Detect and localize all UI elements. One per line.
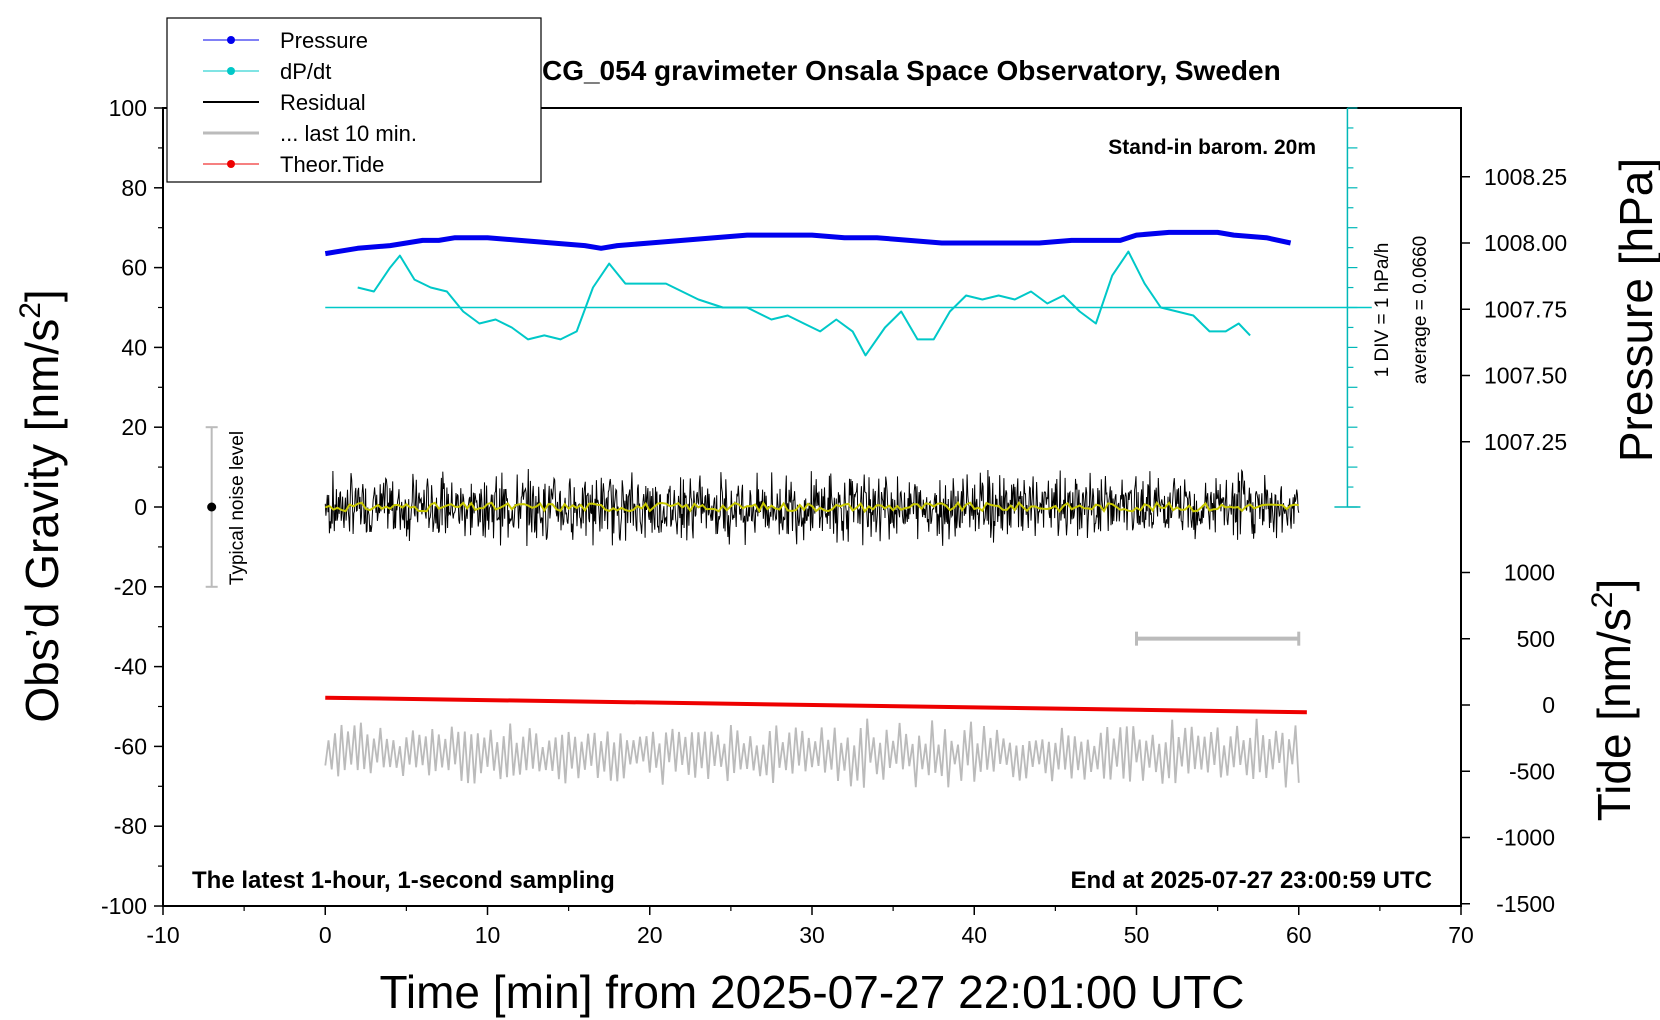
tide-tick-label: 1000 [1504,560,1555,586]
y-tick-label: 60 [121,255,147,281]
barometer-annotation: Stand-in barom. 20m [1108,136,1316,159]
x-tick-label: 60 [1286,922,1312,948]
tide-tick-label: -500 [1509,758,1555,784]
y-axis-label-left-sup: 2 [14,302,47,319]
tide-tick-label: -1500 [1496,891,1555,917]
x-tick-label: 70 [1448,922,1474,948]
legend-box [166,17,542,183]
y-tick-label: 40 [121,334,147,360]
noise-level-annotation: Typical noise level [227,431,248,585]
legend-swatch-dot [227,160,235,168]
div-scale-annotation: 1 DIV = 1 hPa/h [1372,243,1393,378]
tide-tick-label: 0 [1542,692,1555,718]
legend-swatch-dot [227,67,235,75]
legend-entry-label: dP/dt [280,59,331,84]
y-axis-left: 100 80 60 40 20 0 -20 -40 -60 -80 -100 [101,95,163,919]
y-tick-label: -40 [114,654,147,680]
average-annotation: average = 0.0660 [1410,236,1431,384]
x-tick-label: 10 [475,922,501,948]
y-tick-label: 80 [121,175,147,201]
bottom-right-annotation: End at 2025-07-27 23:00:59 UTC [1071,867,1433,894]
y-axis-label-pressure: Pressure [hPa] [1610,158,1660,462]
pressure-line [324,229,1292,257]
y-tick-label: 20 [121,414,147,440]
pressure-tick-label: 1007.25 [1484,429,1567,455]
bottom-left-annotation: The latest 1-hour, 1-second sampling [192,867,615,894]
y-tick-label: -100 [101,893,147,919]
tide-tick-label: 500 [1517,626,1555,652]
last-10-min-line [324,718,1300,788]
y-axis-label-tide-close: ] [1588,579,1640,592]
residual-line [324,468,1300,547]
plot-marks [205,229,1372,788]
y-axis-label-tide: Tide [nm/s2] [1586,579,1640,822]
legend-entry-label: ... last 10 min. [280,121,417,146]
dpdt-line [357,250,1251,357]
y-tick-label: -60 [114,733,147,759]
pressure-tick-label: 1008.25 [1484,164,1567,190]
y-tick-label: 0 [134,494,147,520]
noise-level-dot [207,502,217,512]
y-tick-label: 100 [109,95,147,121]
legend-entry-label: Theor.Tide [280,152,384,177]
x-tick-label: 50 [1124,922,1150,948]
tide-tick-label: -1000 [1496,825,1555,851]
y-axis-label-left-close: ] [16,289,68,302]
legend: Pressure dP/dt Residual ... last 10 min. The… [166,17,542,183]
theor-tide-line [325,695,1307,715]
y-axis-label-left: Obs’d Gravity [nm/s2] [14,289,68,722]
x-tick-label: 40 [961,922,987,948]
pressure-tick-label: 1008.00 [1484,230,1567,256]
y-tick-label: -80 [114,813,147,839]
chart-title: SCG_054 gravimeter Onsala Space Observat… [523,55,1280,86]
y-axis-label-tide-sup: 2 [1586,592,1619,609]
x-tick-label: -10 [146,922,179,948]
x-axis-label: Time [min] from 2025-07-27 22:01:00 UTC [380,966,1245,1018]
pressure-tick-label: 1007.75 [1484,296,1567,322]
residual-smoothed-line [324,500,1299,514]
legend-swatch-dot [227,36,235,44]
legend-entry-label: Pressure [280,28,368,53]
x-tick-label: 20 [637,922,663,948]
x-axis: -10 0 10 20 30 40 50 60 70 [146,906,1474,948]
y-axis-tide: 1000 500 0 -500 -1000 -1500 [1461,560,1555,917]
y-tick-label: -20 [114,574,147,600]
legend-entry-label: Residual [280,90,366,115]
x-tick-label: 0 [319,922,332,948]
x-tick-label: 30 [799,922,825,948]
y-axis-pressure: 1008.25 1008.00 1007.75 1007.50 1007.25 [1461,164,1567,455]
pressure-tick-label: 1007.50 [1484,363,1567,389]
